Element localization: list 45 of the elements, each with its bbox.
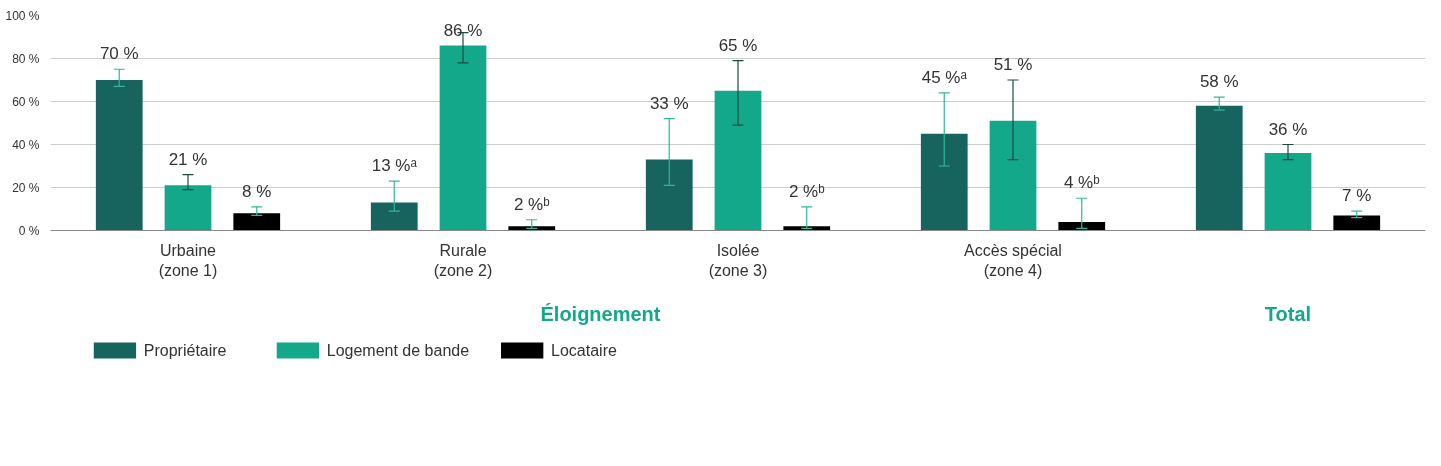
x-tick-label: Urbaine (zone 1)	[158, 241, 218, 279]
bar	[783, 226, 831, 231]
bar	[439, 45, 487, 231]
bar	[1195, 105, 1243, 231]
data-label: 58 %	[1199, 72, 1239, 92]
data-label: 21 %	[168, 149, 208, 169]
data-label: 7 %	[1342, 186, 1372, 206]
data-label: 8 %	[242, 181, 272, 201]
bar	[1058, 221, 1106, 231]
legend-label: Propriétaire	[143, 342, 227, 359]
y-tick-label: 60 %	[12, 94, 40, 109]
bar	[989, 120, 1037, 231]
bar	[370, 202, 418, 231]
legend-label: Logement de bande	[326, 342, 470, 359]
legend-label: Locataire	[551, 342, 617, 359]
text: Total	[1264, 302, 1312, 325]
data-label: 70 %	[99, 44, 139, 64]
data-label: 4 %ᵇ	[1063, 173, 1100, 193]
data-label: 45 %ᵃ	[921, 67, 968, 87]
data-label: 33 %	[649, 93, 689, 113]
x-tick-label: Rurale (zone 2)	[433, 241, 493, 279]
bar	[95, 80, 143, 231]
bar	[920, 133, 968, 231]
data-label: 51 %	[993, 55, 1033, 74]
x-tick-label: Accès spécial (zone 4)	[964, 241, 1062, 279]
data-label: 65 %	[718, 35, 758, 55]
y-tick-label: 0 %	[18, 223, 40, 238]
data-label: 13 %ᵃ	[371, 156, 418, 176]
y-tick-label: 100 %	[5, 8, 40, 23]
data-label: 2 %ᵇ	[788, 181, 825, 201]
bar	[1333, 215, 1381, 231]
bar	[233, 213, 281, 231]
y-tick-label: 80 %	[12, 51, 40, 66]
data-label: 2 %ᵇ	[513, 194, 550, 214]
bar	[714, 90, 762, 231]
data-label: 86 %	[443, 20, 483, 40]
x-tick-label: Isolée (zone 3)	[708, 241, 768, 279]
bar	[1264, 153, 1312, 231]
bar	[164, 185, 212, 231]
y-tick-label: 20 %	[12, 180, 40, 195]
bar	[645, 159, 693, 231]
text: Éloignement	[540, 302, 661, 325]
y-tick-label: 40 %	[12, 137, 40, 152]
data-label: 36 %	[1268, 119, 1308, 139]
bar	[508, 226, 556, 231]
